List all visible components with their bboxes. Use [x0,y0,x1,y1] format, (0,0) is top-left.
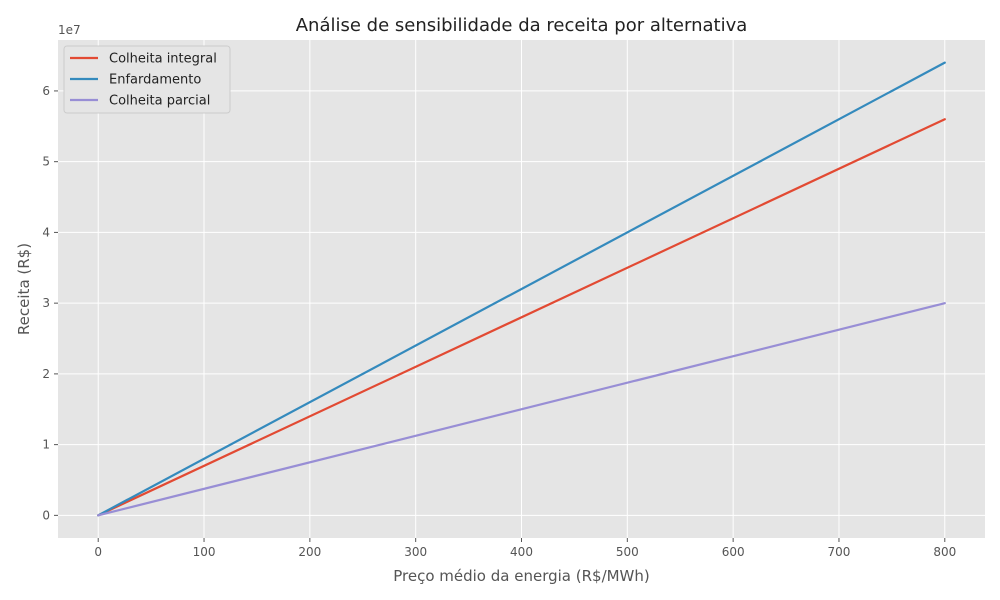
x-tick-label: 400 [510,545,533,559]
grid-lines [58,40,985,538]
y-tick-label: 5 [42,155,50,169]
legend-label-1: Colheita integral [109,52,217,67]
y-axis-label: Receita (R$) [15,243,33,335]
x-tick-label: 0 [94,545,102,559]
series-lines [97,61,946,517]
chart-title: Análise de sensibilidade da receita por … [296,15,748,36]
y-axis-offset-label: 1e7 [58,23,81,37]
y-tick-label: 4 [42,225,50,239]
y-tick-label: 6 [42,84,50,98]
x-tick-label: 300 [404,545,427,559]
series-line-2 [97,61,946,517]
series-line-1 [97,118,946,517]
x-tick-label: 100 [193,545,216,559]
series-line-3 [97,302,946,517]
x-tick-label: 500 [616,545,639,559]
x-tick-label: 200 [298,545,321,559]
x-tick-label: 700 [828,545,851,559]
axis-ticks: 0 100 200 300 400 500 600 700 800 0 1 2 3 4 5 6 [42,84,956,559]
y-tick-label: 1 [42,438,50,452]
legend-box [63,45,231,114]
x-axis-label: Preço médio da energia (R$/MWh) [393,567,650,585]
legend-label-2: Enfardamento [109,73,201,88]
y-tick-label: 2 [42,367,50,381]
legend-label-3: Colheita parcial [109,94,210,109]
y-tick-label: 3 [42,296,50,310]
y-tick-label: 0 [42,508,50,522]
legend: Colheita integral Enfardamento Colheita pa… [63,45,231,114]
x-tick-label: 600 [722,545,745,559]
x-tick-label: 800 [933,545,956,559]
